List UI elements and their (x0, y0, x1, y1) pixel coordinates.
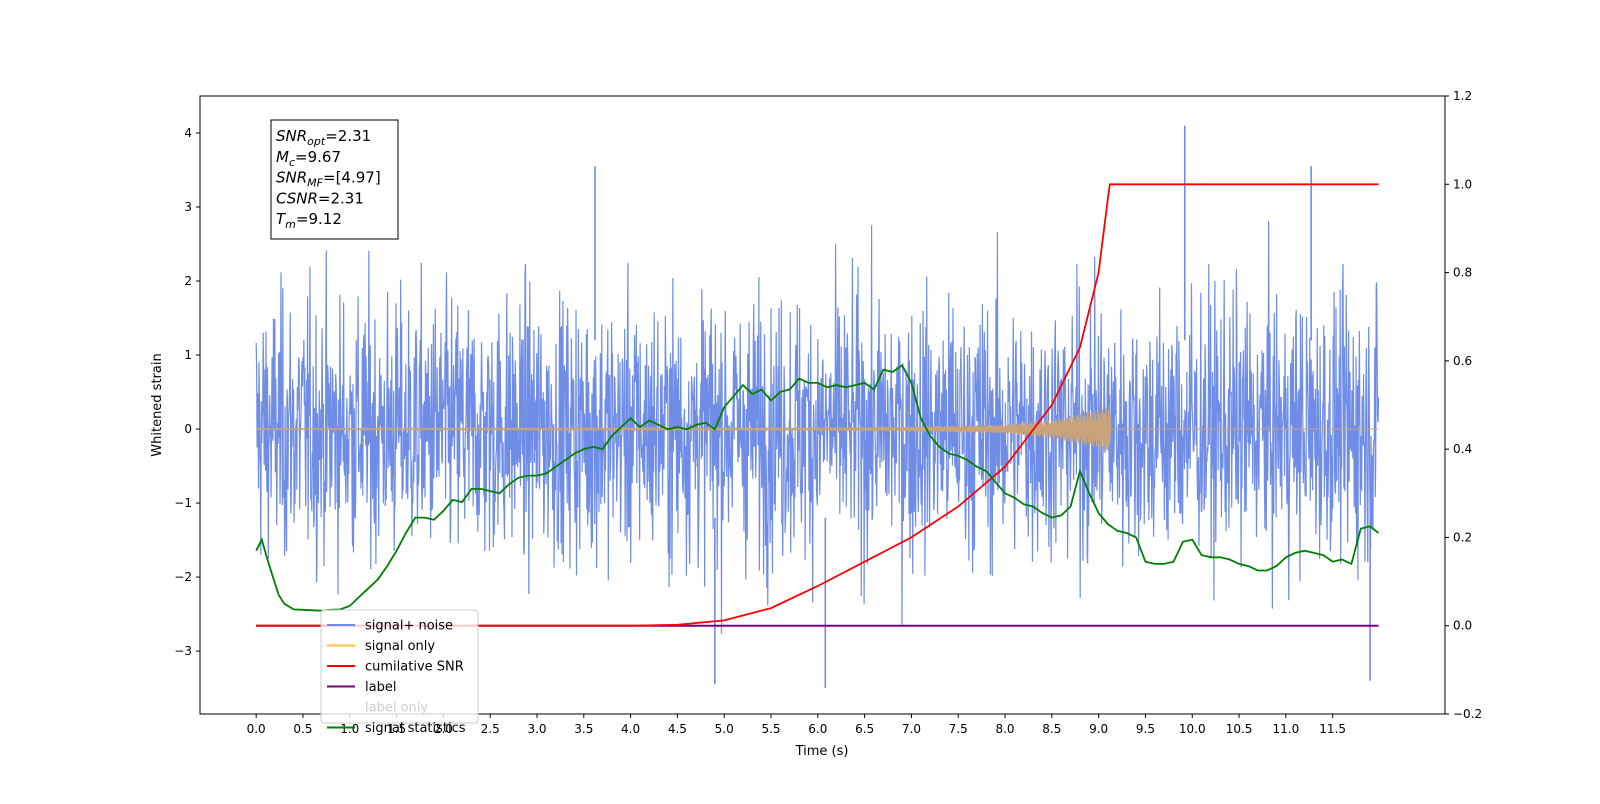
x-tick-label: 9.0 (1089, 722, 1108, 736)
signal-noise-series (255, 125, 1380, 689)
x-tick-label: 4.0 (621, 722, 640, 736)
x-tick-label: 5.5 (761, 722, 780, 736)
annotation-line: SNRMF=[4.97] (276, 169, 381, 190)
y-axis-label: Whitened strain (150, 353, 165, 456)
annotation-line: Mc=9.67 (276, 148, 341, 169)
x-tick-label: 5.0 (715, 722, 734, 736)
y2-tick-label: 0.0 (1453, 619, 1472, 633)
x-tick-label: 7.5 (949, 722, 968, 736)
x-tick-label: 4.5 (668, 722, 687, 736)
x-tick-label: 10.5 (1226, 722, 1253, 736)
y-tick-label: −1 (174, 496, 192, 510)
legend-label: signal+ noise (365, 619, 453, 634)
x-axis-label: Time (s) (795, 744, 849, 759)
x-tick-label: 2.5 (481, 722, 500, 736)
cumulative-snr-line (256, 183, 1379, 627)
annotation-line: SNRopt=2.31 (276, 127, 371, 148)
y-tick-label: −3 (174, 644, 192, 658)
x-tick-label: 8.0 (995, 722, 1014, 736)
y-tick-label: 3 (184, 200, 192, 214)
legend: signal+ noise signal only cumilative SNR la… (320, 609, 479, 736)
y2-tick-label: 0.8 (1453, 266, 1472, 280)
y2-tick-label: 0.2 (1453, 530, 1472, 544)
x-tick-label: 7.0 (902, 722, 921, 736)
x-tick-label: 9.5 (1136, 722, 1155, 736)
y-tick-label: 0 (184, 422, 192, 436)
plot-frame (199, 95, 1446, 715)
x-tick-label: 3.5 (574, 722, 593, 736)
y2-tick-label: −0.2 (1453, 707, 1482, 721)
x-tick-label: 8.5 (1042, 722, 1061, 736)
y-tick-label: 2 (184, 274, 192, 288)
signal-statistics-line (255, 363, 1380, 612)
y2-tick-label: 1.0 (1453, 177, 1472, 191)
x-tick-label: 3.0 (527, 722, 546, 736)
x-tick-label: 6.0 (808, 722, 827, 736)
x-tick-label: 1.0 (340, 722, 359, 736)
y2-tick-label: 0.4 (1453, 442, 1472, 456)
legend-label: cumilative SNR (365, 660, 464, 675)
x-axis-ticks: 0.0 0.5 1.0 1.5 2.0 2.5 3.0 3.5 4.0 4.5 5.0 5.5 6.0 6… (247, 714, 1346, 736)
y2-axis-ticks: −0.2 0.0 0.2 0.4 0.6 0.8 1.0 1.2 (1445, 89, 1482, 721)
signal-only-line (255, 405, 1379, 452)
y2-tick-label: 1.2 (1453, 89, 1472, 103)
signal-only-series (255, 405, 1379, 452)
legend-label: label (365, 680, 396, 695)
x-tick-label: 0.5 (293, 722, 312, 736)
x-tick-label: 10.0 (1179, 722, 1206, 736)
legend-label: label only (365, 701, 428, 716)
x-tick-label: 1.5 (387, 722, 406, 736)
legend-label: signal statistics (365, 721, 466, 736)
x-tick-label: 0.0 (247, 722, 266, 736)
y-tick-label: 4 (184, 126, 192, 140)
y2-tick-label: 0.6 (1453, 354, 1472, 368)
legend-frame (320, 609, 479, 724)
annotation-line: CSNR=2.31 (276, 189, 364, 207)
annotation-line: Tm=9.12 (276, 210, 342, 231)
y-axis-ticks: −3 −2 −1 0 1 2 3 4 (174, 126, 200, 658)
annotation-frame (270, 119, 399, 240)
x-tick-label: 2.0 (434, 722, 453, 736)
x-tick-label: 11.0 (1273, 722, 1300, 736)
x-tick-label: 11.5 (1319, 722, 1346, 736)
signal-noise-line (255, 221, 1380, 634)
legend-label: signal only (365, 639, 435, 654)
x-tick-label: 6.5 (855, 722, 874, 736)
y-tick-label: −2 (174, 570, 192, 584)
y-tick-label: 1 (184, 348, 192, 362)
